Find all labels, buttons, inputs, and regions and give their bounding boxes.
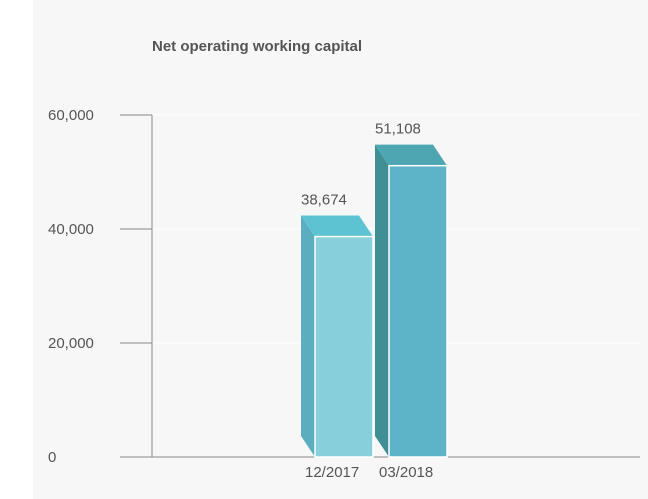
bar-top-face xyxy=(301,215,373,237)
y-tick-label: 40,000 xyxy=(48,221,94,238)
bar-front-face xyxy=(314,235,374,458)
x-category-label: 03/2018 xyxy=(379,464,433,481)
y-tick-label: 20,000 xyxy=(48,335,94,352)
x-category-label: 12/2017 xyxy=(305,464,359,481)
labels-layer: 38,674 12/2017 51,108 03/2018 xyxy=(301,121,433,481)
axis-layer: 0 20,000 40,000 60,000 xyxy=(48,107,640,466)
bars-layer xyxy=(301,144,448,458)
bar-front-face xyxy=(388,164,448,458)
chart-title: Net operating working capital xyxy=(152,38,362,55)
bar xyxy=(301,215,374,458)
y-tick-label: 0 xyxy=(48,449,56,466)
bar xyxy=(375,144,448,458)
y-tick-label: 60,000 xyxy=(48,107,94,124)
data-label: 38,674 xyxy=(301,192,347,209)
data-label: 51,108 xyxy=(375,121,421,138)
bar-top-face xyxy=(375,144,447,166)
bar-side-face xyxy=(301,215,315,457)
bar-side-face xyxy=(375,144,389,458)
